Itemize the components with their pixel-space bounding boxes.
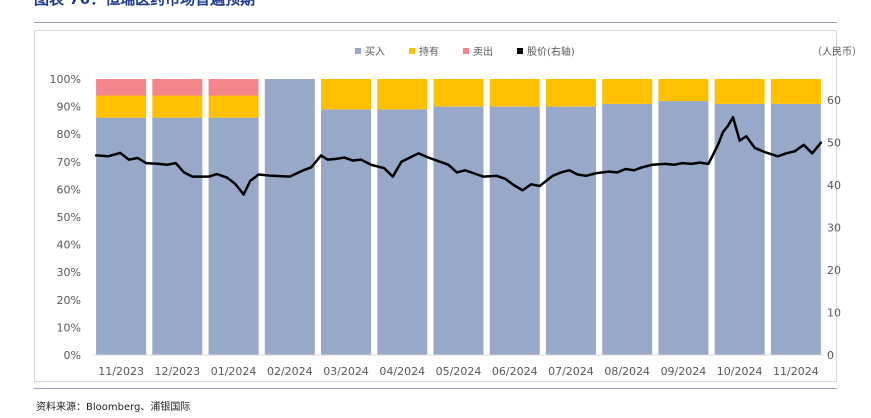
bar-segment xyxy=(770,103,821,355)
price-line xyxy=(94,115,823,196)
title-rule xyxy=(34,22,837,23)
x-tick-label: 01/2024 xyxy=(211,365,257,378)
unit-label: （人民币） xyxy=(812,46,862,58)
bar-segment xyxy=(152,79,203,96)
x-tick-label: 06/2024 xyxy=(492,365,538,378)
x-tick-label: 08/2024 xyxy=(604,365,650,378)
bar-segment xyxy=(433,79,484,107)
y-left-tick-label: 70% xyxy=(57,156,81,169)
x-tick-label: 09/2024 xyxy=(661,365,707,378)
bar-segment xyxy=(208,95,259,118)
footer-rule xyxy=(34,388,837,389)
bar-segment xyxy=(208,79,259,96)
y-left-tick-label: 30% xyxy=(57,266,81,279)
x-tick-label: 02/2024 xyxy=(267,365,313,378)
bar-segment xyxy=(602,79,653,104)
y-right-tick-label: 10 xyxy=(827,307,841,320)
legend-marker xyxy=(409,48,415,54)
x-tick-label: 05/2024 xyxy=(436,365,482,378)
x-tick-label: 11/2023 xyxy=(98,365,144,378)
bar-segment xyxy=(321,79,372,110)
y-left-tick-label: 20% xyxy=(57,294,81,307)
bar-segment xyxy=(377,109,428,355)
y-left-tick-label: 40% xyxy=(57,239,81,252)
y-right-tick-label: 50 xyxy=(827,137,841,150)
bar-segment xyxy=(321,109,372,355)
y-left-tick-label: 60% xyxy=(57,183,81,196)
x-tick-label: 10/2024 xyxy=(717,365,763,378)
legend-label: 持有 xyxy=(419,45,439,58)
legend-label: 买入 xyxy=(365,46,385,58)
bar-segment xyxy=(714,103,765,355)
y-left-tick-label: 0% xyxy=(64,349,81,362)
bar-segment xyxy=(545,106,596,355)
legend-marker xyxy=(517,48,523,54)
x-tick-label: 04/2024 xyxy=(379,365,425,378)
legend-label: 卖出 xyxy=(473,45,493,58)
y-left-tick-label: 90% xyxy=(57,101,81,114)
bar-segment xyxy=(152,117,203,355)
y-right-tick-label: 30 xyxy=(827,222,841,235)
y-right-tick-label: 40 xyxy=(827,179,841,192)
bar-segment xyxy=(658,101,709,355)
bar-segment xyxy=(96,79,147,96)
x-tick-label: 12/2023 xyxy=(154,365,200,378)
bar-segment xyxy=(489,106,540,355)
chart-frame xyxy=(34,30,837,382)
bar-segment xyxy=(377,79,428,110)
x-tick-label: 11/2024 xyxy=(773,365,819,378)
legend-marker xyxy=(355,48,361,54)
bar-segment xyxy=(545,79,596,107)
y-left-tick-label: 100% xyxy=(50,73,81,86)
bar-segment xyxy=(433,106,484,355)
bar-segment xyxy=(208,117,259,355)
y-left-tick-label: 10% xyxy=(57,321,81,334)
bar-segment xyxy=(152,95,203,118)
y-right-tick-label: 0 xyxy=(827,349,834,362)
y-left-tick-label: 80% xyxy=(57,128,81,141)
bar-segment xyxy=(489,79,540,107)
legend-marker xyxy=(463,48,469,54)
bar-segment xyxy=(658,79,709,102)
bar-segment xyxy=(770,79,821,104)
source-note: 资料来源：Bloomberg、浦银国际 xyxy=(36,402,191,413)
y-left-tick-label: 50% xyxy=(57,211,81,224)
bar-segment xyxy=(602,103,653,355)
y-right-tick-label: 60 xyxy=(827,94,841,107)
bar-segment xyxy=(96,95,147,118)
legend-label: 股价(右轴) xyxy=(527,45,575,58)
bar-segment xyxy=(264,79,315,355)
figure-title: 图表 76：恒瑞医药市场普遍预期 xyxy=(34,0,255,9)
y-right-tick-label: 20 xyxy=(827,264,841,277)
bar-segment xyxy=(714,79,765,104)
x-tick-label: 03/2024 xyxy=(323,365,369,378)
x-tick-label: 07/2024 xyxy=(548,365,594,378)
